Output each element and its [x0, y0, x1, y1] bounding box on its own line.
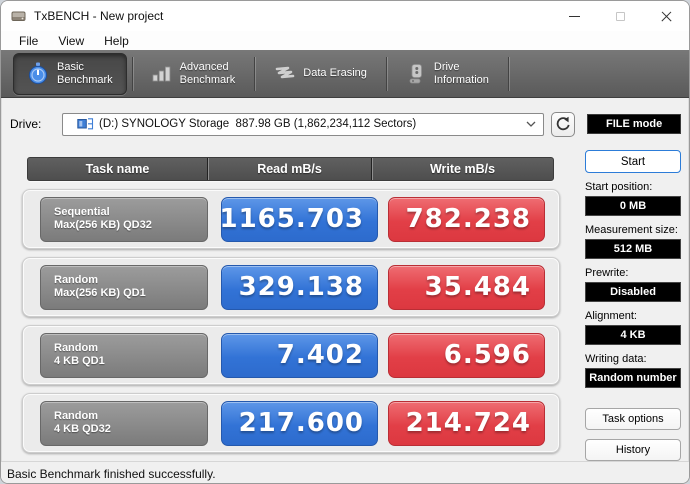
alignment-label: Alignment:	[585, 310, 637, 322]
close-button[interactable]	[643, 1, 689, 31]
measurement-size-label: Measurement size:	[585, 224, 678, 236]
minimize-button[interactable]	[551, 1, 597, 31]
window-title: TxBENCH - New project	[34, 9, 164, 23]
maximize-icon	[615, 11, 625, 21]
header-read: Read mB/s	[207, 158, 371, 180]
titlebar: TxBENCH - New project	[1, 1, 689, 31]
app-icon	[11, 11, 26, 21]
content-area: Drive: (D:) SYNOLOGY Storage 887.98 GB (…	[1, 98, 689, 461]
minimize-icon	[568, 15, 580, 17]
drive-icon	[406, 63, 426, 84]
refresh-icon	[556, 116, 570, 131]
write-value: 214.724	[388, 400, 545, 446]
file-mode-badge: FILE mode	[587, 114, 681, 134]
writing-data-value[interactable]: Random number	[585, 368, 681, 388]
prewrite-label: Prewrite:	[585, 267, 629, 279]
bar-chart-icon	[152, 64, 172, 83]
drive-select[interactable]: (D:) SYNOLOGY Storage 887.98 GB (1,862,2…	[62, 112, 544, 136]
tab-advanced-benchmark[interactable]: Advanced Benchmark	[138, 53, 250, 95]
table-row: Sequential Max(256 KB) QD32 1165.703 782…	[22, 189, 560, 249]
table-row: Random 4 KB QD1 7.402 6.596	[22, 325, 560, 385]
history-button[interactable]: History	[585, 439, 681, 461]
table-row: Random Max(256 KB) QD1 329.138 35.484	[22, 257, 560, 317]
table-row: Random 4 KB QD32 217.600 214.724	[22, 393, 560, 453]
write-value: 782.238	[388, 196, 545, 242]
tab-basic-benchmark-label: Basic Benchmark	[57, 60, 113, 86]
measurement-size-value[interactable]: 512 MB	[585, 239, 681, 259]
start-position-label: Start position:	[585, 181, 653, 193]
benchmark-table: Task name Read mB/s Write mB/s Sequentia…	[22, 136, 560, 461]
tab-basic-benchmark[interactable]: Basic Benchmark	[13, 52, 127, 95]
tab-advanced-benchmark-label: Advanced Benchmark	[179, 60, 236, 86]
stopwatch-icon	[27, 62, 49, 85]
tab-data-erasing[interactable]: Data Erasing	[260, 53, 381, 95]
header-write: Write mB/s	[371, 158, 553, 180]
writing-data-label: Writing data:	[585, 353, 647, 365]
read-value: 7.402	[221, 332, 378, 378]
start-position-value[interactable]: 0 MB	[585, 196, 681, 216]
tab-drive-information[interactable]: Drive Information	[392, 53, 503, 95]
task-name-cell: Random 4 KB QD1	[40, 332, 208, 378]
toolbar-separator	[131, 56, 133, 91]
drive-label: Drive:	[10, 117, 42, 131]
drive-selected-text: (D:) SYNOLOGY Storage 887.98 GB (1,862,2…	[99, 118, 417, 130]
status-message: Basic Benchmark finished successfully.	[7, 466, 216, 481]
chevron-down-icon	[526, 121, 536, 127]
menu-file[interactable]: File	[19, 33, 39, 48]
maximize-button[interactable]	[597, 1, 643, 31]
toolbar-separator	[254, 56, 256, 91]
close-icon	[660, 10, 673, 23]
tab-data-erasing-label: Data Erasing	[303, 67, 367, 79]
statusbar: Basic Benchmark finished successfully.	[1, 461, 689, 483]
task-name-cell: Random Max(256 KB) QD1	[40, 264, 208, 310]
menu-view[interactable]: View	[58, 33, 85, 48]
eraser-icon	[274, 65, 295, 82]
prewrite-value[interactable]: Disabled	[585, 282, 681, 302]
read-value: 329.138	[221, 264, 378, 310]
toolbar-separator	[507, 56, 509, 91]
side-panel: Start Start position: 0 MB Measurement s…	[585, 136, 681, 461]
header-task-name: Task name	[85, 162, 150, 176]
menubar: File View Help	[1, 31, 689, 50]
write-value: 6.596	[388, 332, 545, 378]
task-name-cell: Sequential Max(256 KB) QD32	[40, 196, 208, 242]
start-button[interactable]: Start	[585, 150, 681, 173]
tab-drive-information-label: Drive Information	[433, 60, 489, 86]
read-value: 1165.703	[219, 196, 378, 242]
toolbar: Basic Benchmark Advanced Benchmark	[1, 50, 689, 98]
menu-help[interactable]: Help	[104, 33, 129, 48]
table-header: Task name Read mB/s Write mB/s	[27, 157, 554, 181]
drive-row: Drive: (D:) SYNOLOGY Storage 887.98 GB (…	[2, 111, 688, 137]
volume-icon	[77, 118, 94, 130]
task-options-button[interactable]: Task options	[585, 408, 681, 430]
refresh-drives-button[interactable]	[551, 111, 576, 137]
alignment-value[interactable]: 4 KB	[585, 325, 681, 345]
read-value: 217.600	[221, 400, 378, 446]
task-name-cell: Random 4 KB QD32	[40, 400, 208, 446]
main-area: Task name Read mB/s Write mB/s Sequentia…	[2, 136, 688, 461]
toolbar-separator	[385, 56, 387, 91]
write-value: 35.484	[388, 264, 545, 310]
